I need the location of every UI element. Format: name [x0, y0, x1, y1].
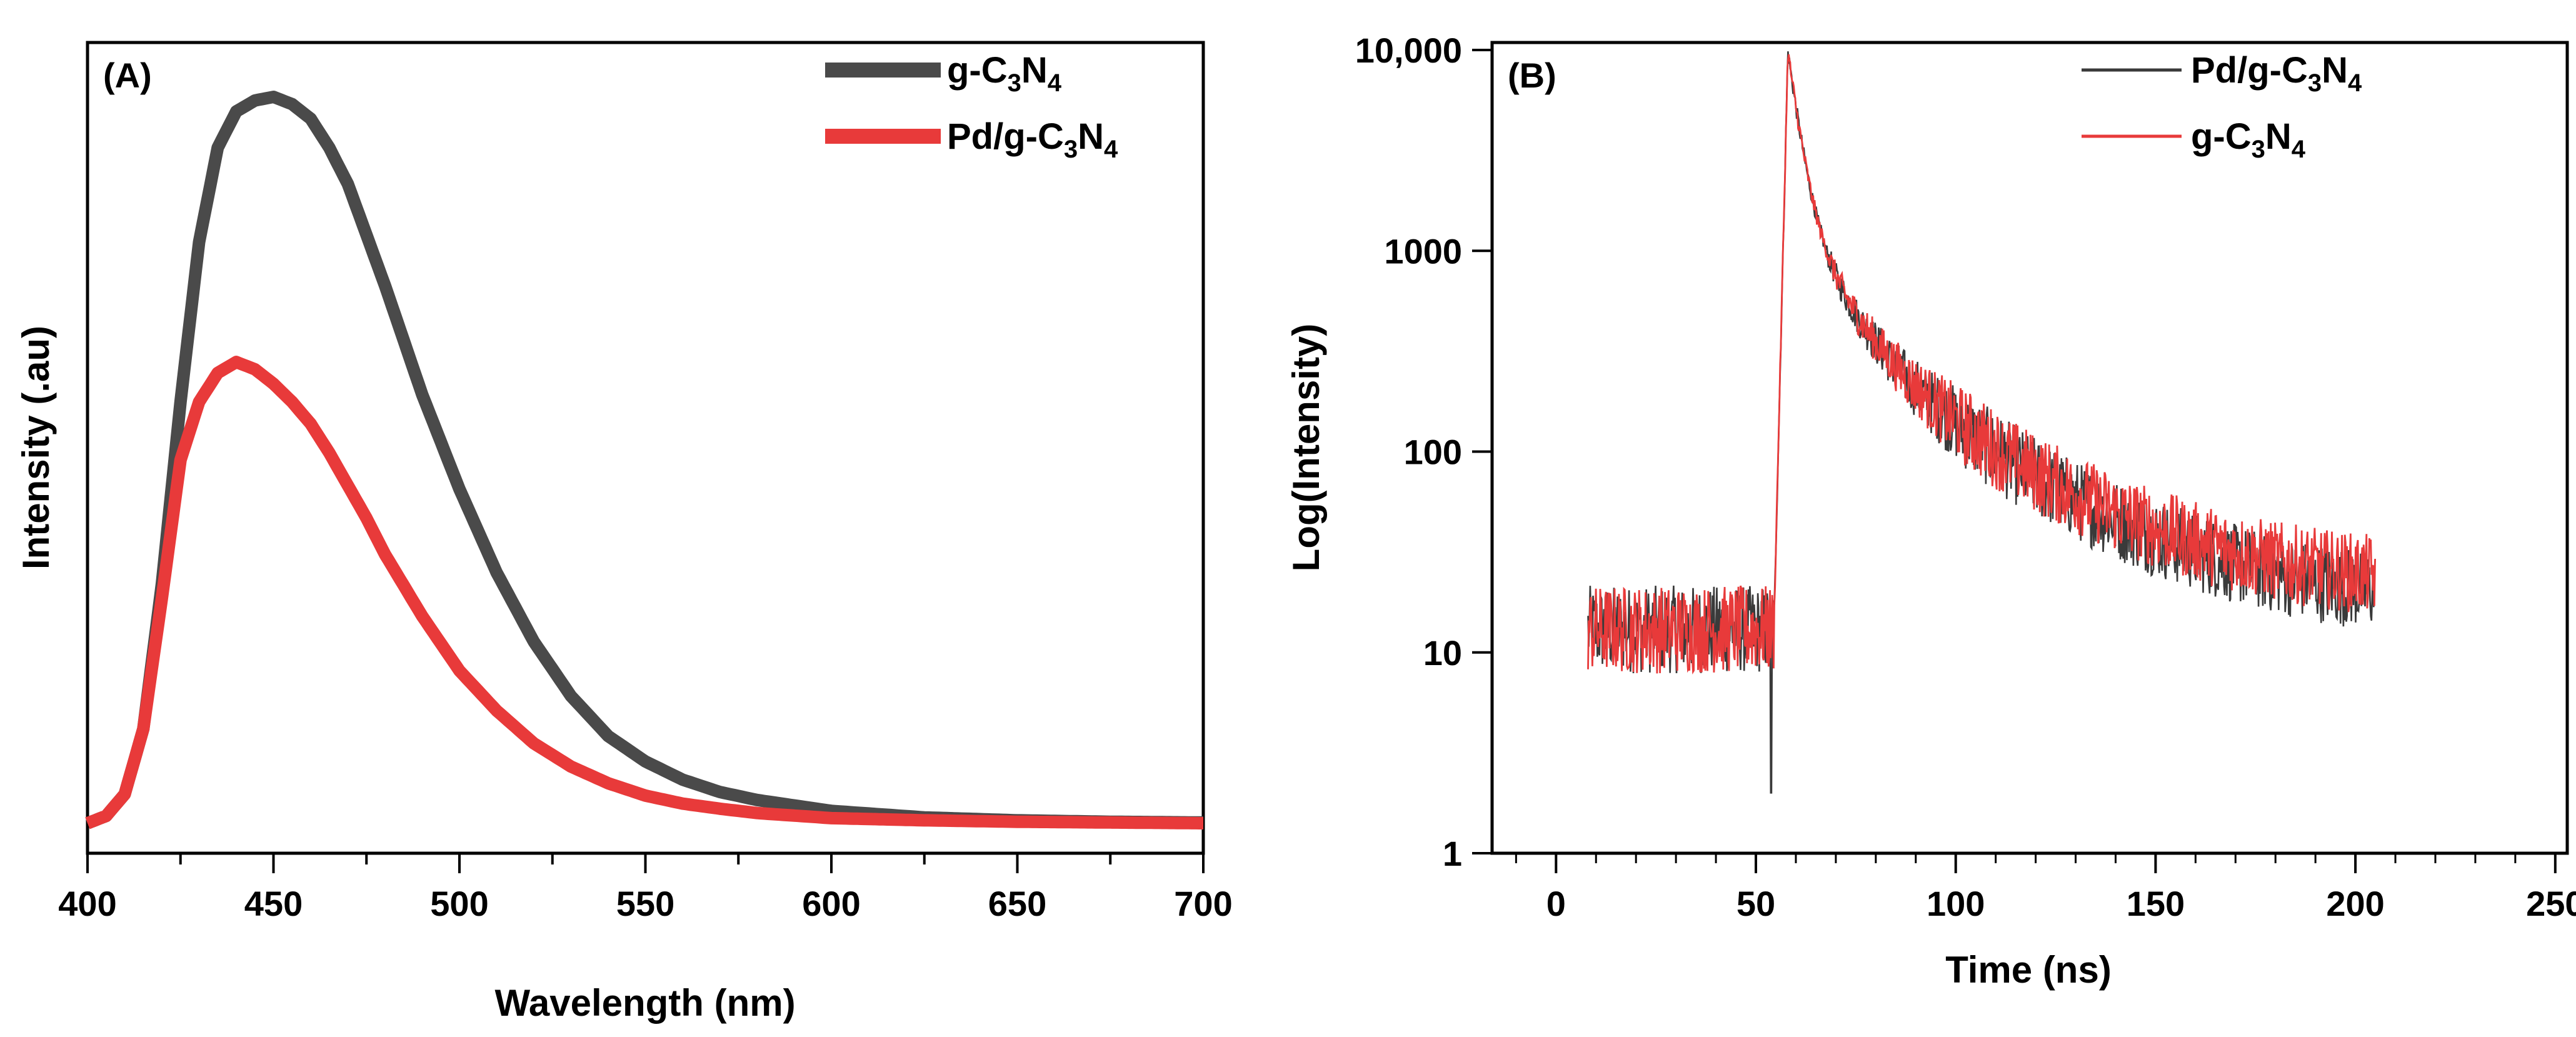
panel-b-y-axis-label: Log(Intensity): [1285, 324, 1327, 572]
panel-b-y-tick-label-1: 1: [1443, 834, 1462, 873]
panel-a-x-tick-label-550: 550: [616, 884, 674, 923]
panel-b-decay-curves: 0 50 100 150 200 250 1 10 100 1000 10,000 (B) Tim…: [1285, 31, 2576, 991]
panel-b-x-ticks: 0 50 100 150 200 250: [1515, 853, 2576, 923]
panel-b-x-tick-label-0: 0: [1546, 884, 1566, 923]
panel-b-legend-label-pd-g-c3n4: Pd/g-C3N4: [2191, 50, 2362, 97]
panel-a-legend-label-g-c3n4: g-C3N4: [947, 50, 1062, 97]
panel-b-x-tick-label-50: 50: [1737, 884, 1775, 923]
panel-b-plot-frame: [1490, 41, 2569, 855]
panel-a-legend-label-pd-g-c3n4: Pd/g-C3N4: [947, 116, 1118, 163]
panel-b-x-tick-label-150: 150: [2127, 884, 2185, 923]
panel-b-y-ticks: 1 10 100 1000 10,000: [1355, 31, 1492, 873]
panel-b-legend-label-g-c3n4: g-C3N4: [2191, 116, 2306, 163]
panel-a-x-tick-label-500: 500: [430, 884, 488, 923]
panel-b-y-tick-label-10000: 10,000: [1355, 31, 1462, 70]
panel-a-x-tick-label-650: 650: [988, 884, 1046, 923]
panel-b-y-tick-label-1000: 1000: [1384, 231, 1462, 271]
panel-a-legend: g-C3N4 Pd/g-C3N4: [825, 50, 1118, 163]
panel-b-label: (B): [1508, 56, 1556, 95]
panel-a-x-ticks: 400 450 500 550 600 650 700: [58, 853, 1233, 923]
panel-b-y-tick-label-100: 100: [1404, 433, 1462, 472]
panel-b-x-tick-label-250: 250: [2526, 884, 2576, 923]
panel-a-series-pd-g-c3n4: [84, 356, 1206, 829]
panel-a-x-tick-label-600: 600: [802, 884, 860, 923]
panel-a-plot-frame: [86, 41, 1205, 855]
panel-b-x-tick-label-200: 200: [2326, 884, 2384, 923]
panel-a-x-tick-label-700: 700: [1174, 884, 1232, 923]
panel-b-x-tick-label-100: 100: [1927, 884, 1985, 923]
panel-a-emission-spectra: 400 450 500 550 600 650 700 (A) Wavelength (nm…: [15, 41, 1233, 1024]
panel-a-x-tick-label-400: 400: [58, 884, 116, 923]
panel-a-series-layer: [84, 91, 1206, 829]
panel-b-legend: Pd/g-C3N4 g-C3N4: [2082, 50, 2362, 163]
panel-a-label: (A): [103, 56, 152, 95]
panel-b-series-layer: [1587, 51, 2376, 794]
panel-a-y-axis-label: Intensity (.au): [15, 326, 57, 569]
panel-a-series-g-c3n4: [84, 91, 1206, 829]
panel-b-x-axis-label: Time (ns): [1945, 949, 2112, 991]
panel-b-y-tick-label-10: 10: [1423, 633, 1462, 673]
panel-a-x-tick-label-450: 450: [244, 884, 303, 923]
panel-b-series-g-c3n4: [1587, 54, 2376, 675]
panel-a-x-axis-label: Wavelength (nm): [494, 982, 795, 1024]
